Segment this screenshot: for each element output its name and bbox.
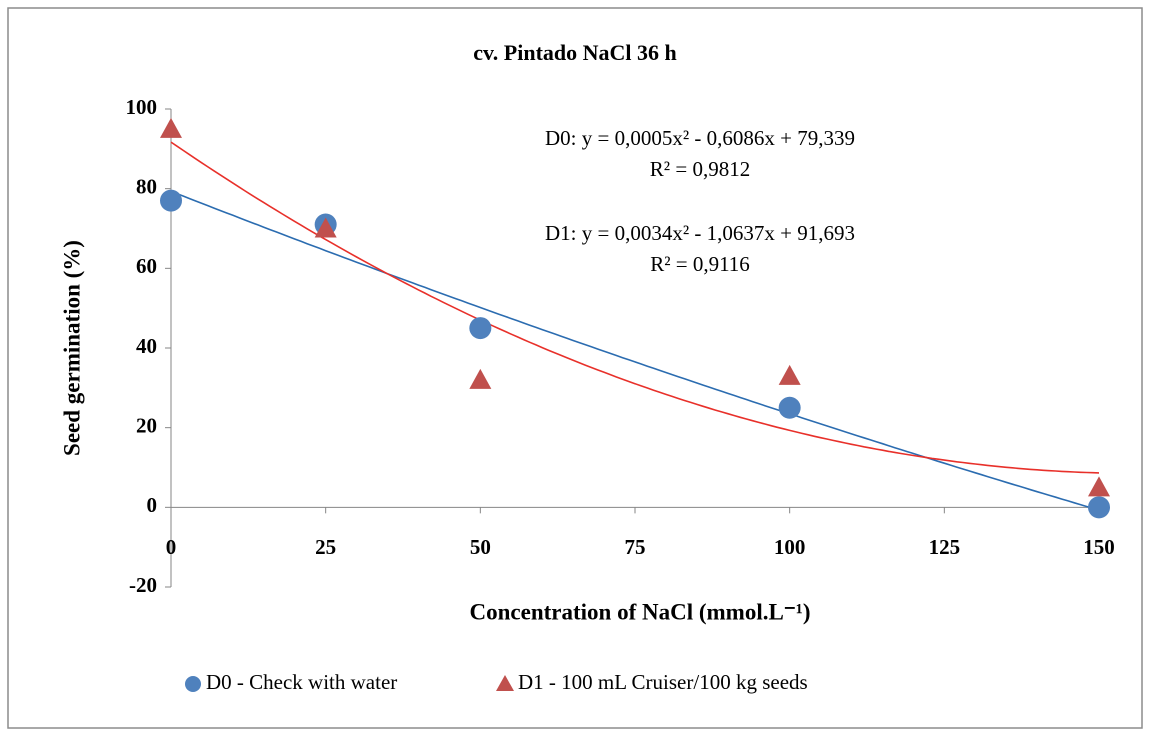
y-tick-label: 80 [136, 174, 157, 198]
legend-marker [496, 675, 514, 691]
trendline-equation: D0: y = 0,0005x² - 0,6086x + 79,339 [545, 126, 855, 150]
legend-label: D0 - Check with water [206, 670, 397, 694]
x-tick-label: 100 [774, 535, 806, 559]
data-point [469, 317, 492, 340]
x-axis-title: Concentration of NaCl (mmol.L⁻¹) [470, 599, 811, 624]
x-tick-label: 50 [470, 535, 491, 559]
trendline-equation: D1: y = 0,0034x² - 1,0637x + 91,693 [545, 221, 855, 245]
y-tick-label: 0 [147, 493, 158, 517]
data-point [160, 117, 182, 138]
data-point [314, 217, 337, 238]
data-point [160, 189, 182, 212]
data-point [1088, 476, 1110, 497]
x-tick-label: 125 [929, 535, 961, 559]
y-tick-label: 40 [136, 334, 157, 358]
y-axis-title: Seed germination (%) [59, 240, 84, 456]
chart-title: cv. Pintado NaCl 36 h [473, 40, 677, 65]
trendline [170, 190, 1100, 511]
data-point [778, 364, 801, 385]
data-point [1088, 496, 1110, 519]
y-tick-label: -20 [129, 573, 157, 597]
legend-label: D1 - 100 mL Cruiser/100 kg seeds [518, 670, 808, 694]
x-tick-label: 75 [625, 535, 646, 559]
x-tick-label: 150 [1083, 535, 1115, 559]
trendline [170, 141, 1100, 474]
trendline-r2: R² = 0,9812 [650, 157, 750, 181]
data-point [778, 396, 801, 419]
data-point [469, 368, 492, 389]
chart-border [7, 7, 1143, 729]
legend-marker [185, 676, 201, 692]
x-tick-label: 25 [315, 535, 336, 559]
trendline-r2: R² = 0,9116 [650, 252, 750, 276]
y-tick-label: 100 [126, 95, 158, 119]
x-tick-label: 0 [166, 535, 177, 559]
y-tick-label: 60 [136, 254, 157, 278]
y-tick-label: 20 [136, 413, 157, 437]
